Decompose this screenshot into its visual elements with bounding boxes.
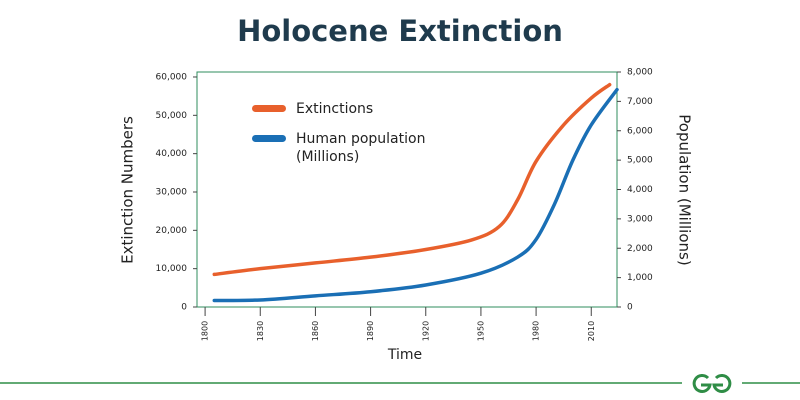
y2-tick-label: 3,000: [627, 214, 653, 224]
y2-tick-label: 8,000: [627, 68, 653, 78]
legend-item: Human population (Millions): [252, 130, 446, 166]
series-line: [212, 87, 619, 303]
y-tick-label: 40,000: [156, 149, 188, 159]
y-tick-label: 0: [181, 303, 187, 313]
y2-tick-label: 0: [627, 303, 633, 313]
x-tick-label: 1830: [256, 321, 265, 341]
y2-tick-label: 1,000: [627, 273, 653, 283]
y-tick-label: 10,000: [156, 264, 188, 274]
y2-tick-label: 5,000: [627, 156, 653, 166]
x-tick-label: 1860: [311, 321, 320, 341]
y2-tick-label: 7,000: [627, 97, 653, 107]
legend-swatch: [252, 105, 286, 112]
legend: Extinctions Human population (Millions): [252, 100, 446, 178]
y2-axis-label: Population (Millions): [676, 114, 694, 265]
y-axis-label: Extinction Numbers: [119, 116, 137, 264]
x-tick-label: 1980: [532, 321, 541, 341]
x-tick-label: 2010: [587, 321, 596, 341]
y-tick-label: 30,000: [156, 187, 188, 197]
legend-label: Extinctions: [296, 101, 374, 117]
x-tick-label: 1800: [201, 321, 210, 341]
x-tick-label: 1920: [421, 321, 430, 341]
series-line: [212, 82, 612, 277]
legend-item: Extinctions: [252, 100, 446, 118]
y2-tick-label: 6,000: [627, 126, 653, 136]
y-tick-label: 60,000: [156, 72, 188, 82]
logo: [692, 373, 732, 393]
y2-tick-label: 2,000: [627, 244, 653, 254]
legend-swatch: [252, 135, 286, 142]
chart-title: Holocene Extinction: [237, 14, 563, 48]
y2-tick-label: 4,000: [627, 185, 653, 195]
x-axis-label: Time: [387, 347, 422, 363]
legend-label: Human population (Millions): [296, 131, 426, 165]
y-tick-label: 50,000: [156, 111, 188, 121]
x-tick-label: 1890: [366, 321, 375, 341]
x-tick-label: 1950: [476, 321, 485, 341]
y-tick-label: 20,000: [156, 226, 188, 236]
